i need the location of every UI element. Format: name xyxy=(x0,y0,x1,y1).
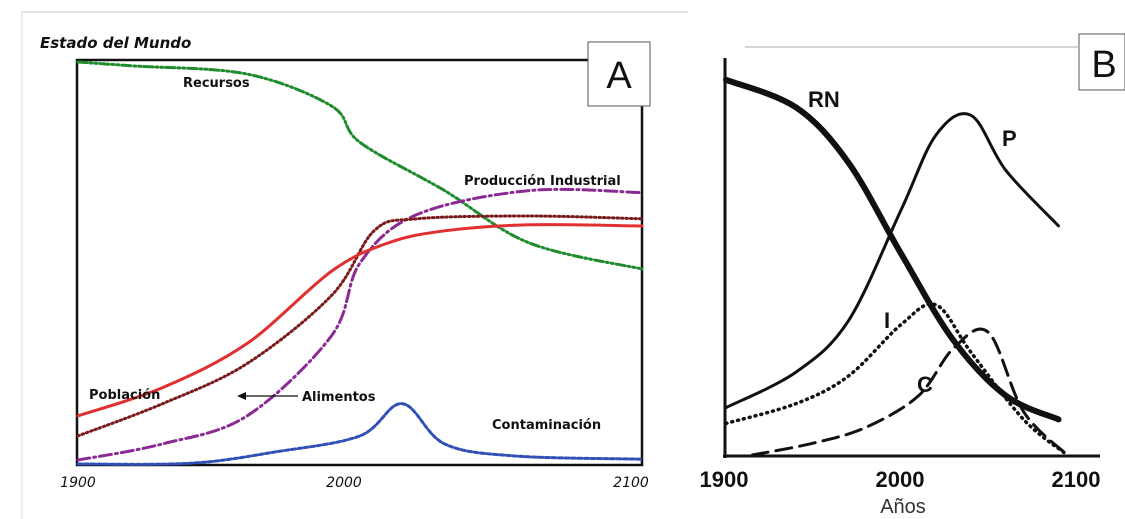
panel-a-tick-2000: 2000 xyxy=(326,475,362,491)
panel-b-series xyxy=(723,76,1070,457)
panel-a: Estado del Mundo A Recursos Producción I… xyxy=(21,11,688,519)
panel-a-tick-2100: 2100 xyxy=(613,475,649,491)
label-contaminacion: Contaminación xyxy=(492,418,601,433)
panel-a-series xyxy=(76,60,644,466)
series-line-recursos xyxy=(76,60,644,271)
series-line-p xyxy=(724,112,1060,410)
panel-b-tick-1900: 1900 xyxy=(700,467,749,492)
panel-b-tick-2100: 2100 xyxy=(1052,467,1101,492)
series-line-poblacion xyxy=(76,223,644,418)
alimentos-arrow xyxy=(237,392,298,400)
panel-b-letter: B xyxy=(1091,44,1116,86)
panel-b: B RN P I C 1900 2000 2100 Años xyxy=(700,33,1125,518)
panel-a-letter-box xyxy=(587,41,651,107)
panel-a-tick-1900: 1900 xyxy=(60,475,96,491)
series-line-i xyxy=(724,302,1070,457)
panel-b-xlabel: Años xyxy=(880,496,926,518)
label-recursos: Recursos xyxy=(183,76,250,91)
panel-b-letter-box xyxy=(1078,33,1125,91)
panel-a-plot-border xyxy=(75,58,644,467)
series-line-produccion-industrial xyxy=(76,187,644,462)
series-line-contaminacion xyxy=(76,402,644,466)
label-alimentos: Alimentos xyxy=(302,390,376,405)
label-poblacion: Población xyxy=(89,388,160,403)
series-line-alimentos xyxy=(76,214,644,438)
label-c: C xyxy=(917,372,933,397)
label-i: I xyxy=(884,308,890,333)
series-line-c xyxy=(750,327,1069,457)
label-rn: RN xyxy=(808,87,840,112)
panel-a-letter: A xyxy=(606,55,632,97)
panel-b-tick-2000: 2000 xyxy=(876,467,925,492)
panel-a-title: Estado del Mundo xyxy=(40,34,191,52)
label-produccion-industrial: Producción Industrial xyxy=(464,174,621,189)
label-p: P xyxy=(1002,126,1017,151)
